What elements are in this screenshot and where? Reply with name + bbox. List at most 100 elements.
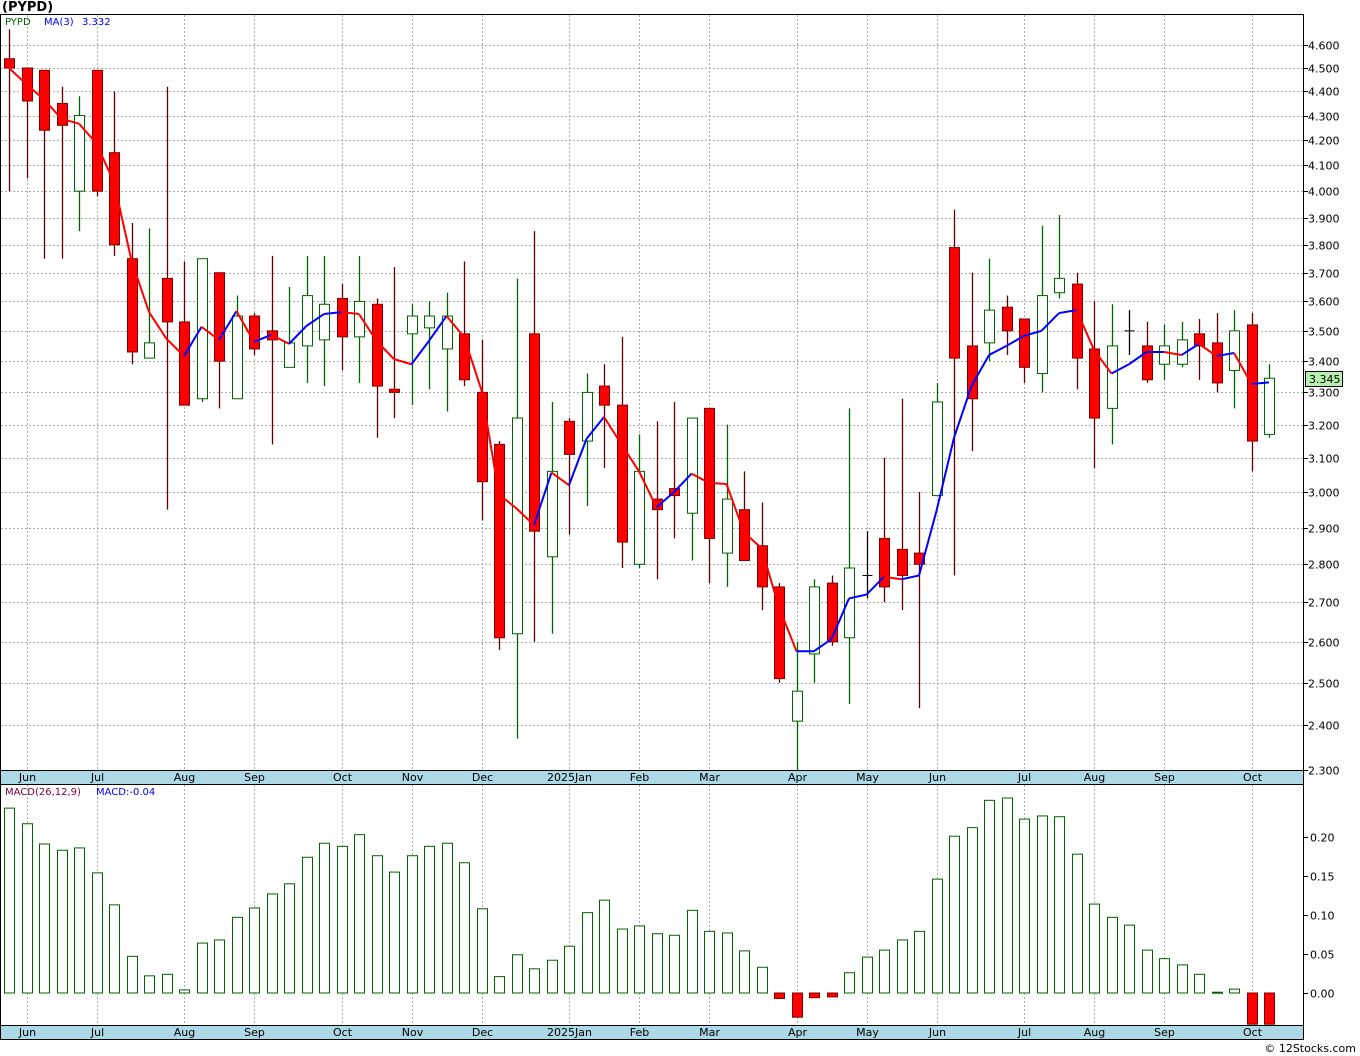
month-label: Mar: [699, 1026, 720, 1039]
ma-segment: [585, 416, 605, 440]
month-label: Aug: [1084, 771, 1105, 784]
macd-bar: [1019, 818, 1030, 994]
candle-body: [319, 303, 330, 341]
candle: [4, 29, 15, 192]
ma-segment: [1128, 351, 1148, 366]
candle: [932, 382, 943, 497]
candles: [4, 29, 1275, 770]
ma-segment: [883, 575, 902, 581]
ma-segment: [918, 510, 938, 576]
candle: [214, 272, 225, 409]
ma-segment: [830, 598, 850, 640]
candle: [792, 641, 803, 770]
ma-segment: [271, 333, 290, 345]
candle: [739, 471, 750, 562]
candle-body: [1142, 345, 1153, 381]
price-tick-label: 2.300: [1308, 765, 1340, 778]
price-tick-label: 2.400: [1308, 720, 1340, 733]
chart-title: (PYPD): [2, 0, 53, 15]
month-label: 2025Jan: [547, 1026, 592, 1039]
candle-body: [179, 321, 190, 406]
candle-body: [1002, 306, 1013, 332]
macd-bar: [1264, 992, 1275, 1025]
macd-bar: [197, 942, 208, 994]
ma-segment: [323, 311, 342, 316]
ma-segment: [953, 385, 973, 439]
ma-segment: [95, 143, 115, 183]
price-tick-label: 4.600: [1308, 40, 1340, 53]
candle: [302, 255, 313, 383]
macd-bar: [354, 834, 365, 994]
candle: [459, 261, 470, 387]
candle: [57, 86, 68, 259]
macd-bar: [914, 930, 925, 994]
price-tick-label: 4.300: [1308, 111, 1340, 124]
candle-body: [354, 300, 365, 338]
candle-body: [302, 295, 313, 347]
ma-line: [8, 67, 1270, 653]
ma-segment: [550, 471, 570, 486]
candle-body: [739, 509, 750, 562]
ma-segment: [865, 576, 885, 596]
macd-tick-label: 0.10: [1310, 910, 1335, 923]
macd-bar: [22, 823, 33, 994]
ma-segment: [480, 390, 500, 495]
macd-bar: [599, 899, 610, 994]
candle-body: [372, 303, 383, 387]
ma-segment: [1023, 329, 1042, 337]
ma-segment: [620, 443, 640, 472]
macd-bar: [57, 849, 68, 994]
macd-bar: [442, 842, 453, 994]
month-label: Feb: [630, 771, 649, 784]
ma-segment: [148, 311, 168, 340]
ma-segment: [200, 326, 220, 341]
macd-bar: [1177, 964, 1188, 994]
ma-segment: [25, 83, 45, 101]
ma-segment: [1251, 381, 1270, 385]
candle: [424, 301, 435, 390]
candle: [372, 298, 383, 438]
candle: [144, 228, 155, 359]
macd-bar: [1002, 797, 1013, 994]
ma-segment: [970, 354, 990, 387]
ma-segment: [218, 310, 238, 341]
month-label: Apr: [788, 771, 808, 784]
ma-segment: [708, 481, 727, 485]
candle: [284, 286, 295, 368]
ma-segment: [235, 310, 255, 343]
month-label: Jul: [90, 771, 104, 784]
candle: [757, 502, 768, 611]
candle: [267, 255, 278, 445]
candle: [844, 408, 855, 704]
last-price-tag: [1305, 371, 1343, 387]
candle-body: [687, 417, 698, 514]
macd-bar: [617, 928, 628, 994]
macd-bar: [529, 968, 540, 994]
month-label: Feb: [630, 1026, 649, 1039]
month-label: Jul: [1017, 1026, 1031, 1039]
macd-tick-label: 0.05: [1310, 949, 1335, 962]
macd-bar: [862, 956, 873, 994]
macd-bar: [494, 976, 505, 994]
candle-body: [337, 297, 348, 338]
macd-legend-label: MACD(26,12,9): [5, 787, 81, 798]
ma-segment: [393, 358, 412, 366]
month-label: Nov: [402, 771, 424, 784]
month-label: 2025Jan: [547, 771, 592, 784]
candle: [92, 69, 103, 197]
macd-bar: [932, 878, 943, 994]
ma-segment: [638, 470, 658, 508]
candle-body: [652, 498, 663, 511]
candle: [1177, 321, 1188, 368]
price-date-axis: [0, 770, 1304, 785]
price-tick-label: 3.100: [1308, 453, 1340, 466]
candle-body: [477, 391, 488, 483]
macd-bar: [319, 842, 330, 994]
ma-segment: [305, 313, 325, 327]
month-label: Oct: [1243, 771, 1263, 784]
month-label: Apr: [788, 1026, 808, 1039]
ma-segment: [901, 574, 920, 581]
price-tick-label: 3.800: [1308, 240, 1340, 253]
candle-body: [512, 417, 523, 635]
candle-body: [1019, 318, 1030, 368]
